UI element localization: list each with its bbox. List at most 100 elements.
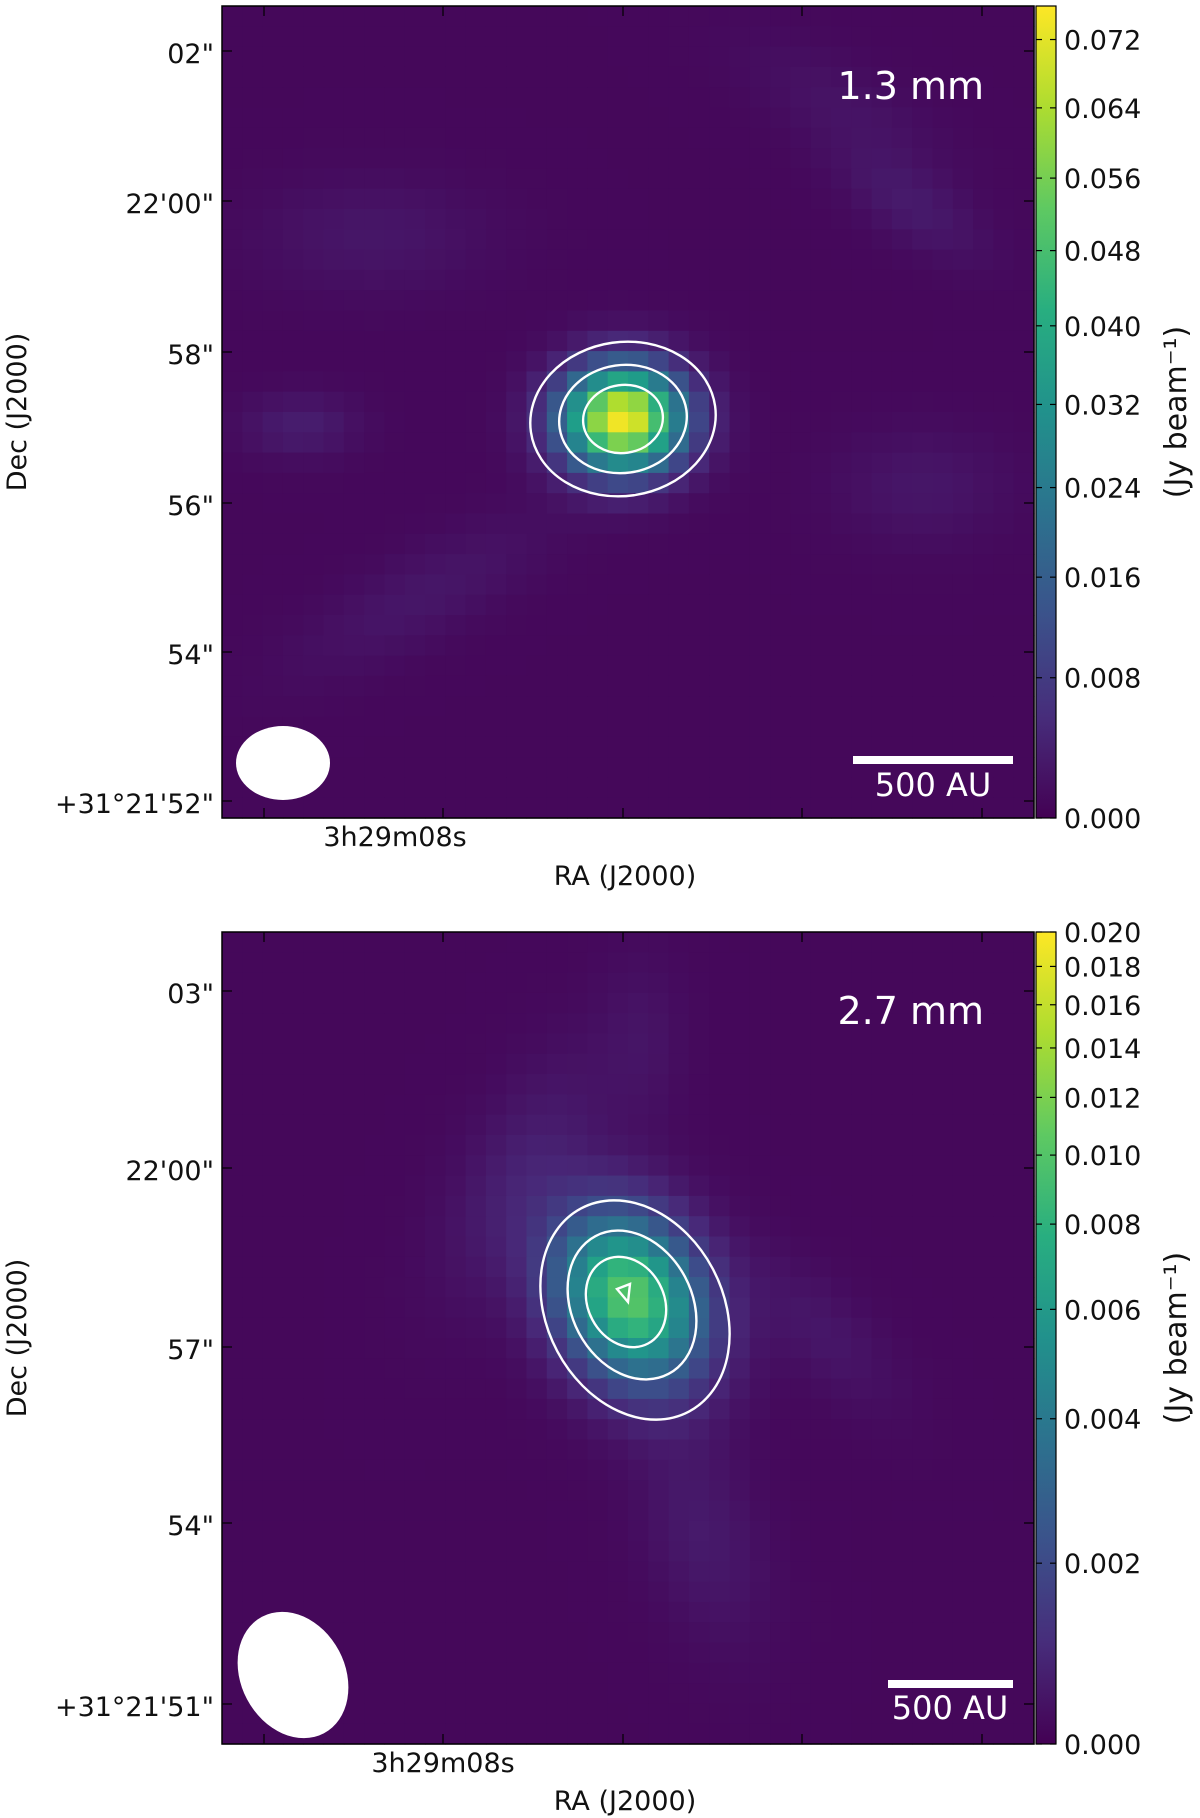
image-pixel [628, 1155, 649, 1177]
image-pixel [810, 168, 832, 190]
image-pixel [445, 1439, 467, 1461]
image-pixel [790, 1236, 812, 1258]
image-pixel [749, 1033, 771, 1055]
image-pixel [851, 777, 873, 799]
image-pixel [668, 1601, 690, 1623]
image-pixel [384, 6, 406, 27]
image-pixel [546, 412, 568, 433]
image-pixel [770, 615, 791, 636]
image-pixel [729, 46, 751, 68]
image-pixel [973, 1378, 994, 1400]
image-pixel [668, 594, 690, 616]
image-pixel [222, 452, 243, 474]
image-pixel [384, 107, 406, 129]
image-pixel [993, 1642, 1015, 1664]
image-pixel [526, 736, 548, 758]
image-pixel [384, 1338, 406, 1359]
image-pixel [831, 148, 852, 169]
image-pixel [546, 1013, 568, 1035]
image-pixel [770, 554, 791, 575]
image-pixel [993, 533, 1015, 555]
image-pixel [851, 716, 873, 738]
image-pixel [729, 1135, 751, 1156]
image-pixel [567, 696, 588, 718]
image-pixel [425, 777, 446, 799]
image-pixel [445, 188, 467, 210]
image-pixel [425, 1703, 446, 1725]
image-pixel [628, 188, 649, 210]
image-pixel [485, 1541, 507, 1562]
image-pixel [851, 972, 873, 994]
image-pixel [871, 1622, 893, 1644]
image-pixel [831, 932, 852, 953]
image-pixel [628, 371, 649, 393]
image-pixel [425, 1561, 446, 1583]
image-pixel [546, 1480, 568, 1501]
image-pixel [709, 615, 731, 636]
image-pixel [506, 1480, 528, 1501]
image-pixel [364, 310, 385, 332]
image-pixel [282, 371, 304, 393]
image-pixel [851, 1723, 873, 1745]
image-pixel [628, 655, 649, 677]
image-pixel [871, 635, 893, 657]
image-pixel [343, 1480, 365, 1501]
image-pixel [303, 229, 325, 251]
image-pixel [222, 1338, 243, 1359]
image-pixel [567, 452, 588, 474]
image-pixel [506, 757, 528, 778]
image-pixel [506, 1256, 528, 1278]
image-pixel [709, 594, 731, 616]
image-pixel [770, 1703, 791, 1725]
image-pixel [607, 46, 629, 68]
image-pixel [628, 6, 649, 27]
image-pixel [973, 1074, 994, 1095]
image-pixel [973, 472, 994, 494]
image-pixel [242, 513, 264, 535]
image-pixel [871, 615, 893, 636]
image-pixel [851, 655, 873, 677]
image-pixel [323, 1135, 345, 1156]
image-pixel [790, 635, 812, 657]
panel-2: 2.7 mm 500 AU 03" 22'00" 57" 54" +31°21'… [2, 918, 1194, 1817]
image-pixel [567, 330, 588, 352]
image-pixel [506, 1561, 528, 1583]
image-pixel [465, 1419, 487, 1441]
image-pixel [587, 168, 609, 190]
image-pixel [222, 1277, 243, 1298]
image-pixel [688, 229, 710, 251]
colorbar-tick-label: 0.064 [1064, 94, 1141, 125]
image-pixel [749, 1317, 771, 1339]
image-pixel [932, 1317, 954, 1339]
image-pixel [262, 533, 284, 555]
image-pixel [222, 1541, 243, 1562]
image-pixel [628, 1520, 649, 1542]
image-pixel [222, 777, 243, 799]
image-pixel [364, 1723, 385, 1745]
image-pixel [323, 1256, 345, 1278]
image-pixel [993, 87, 1015, 109]
image-pixel [1013, 290, 1035, 312]
image-pixel [384, 412, 406, 433]
colorbar-tick-label: 0.000 [1064, 804, 1141, 835]
image-pixel [749, 1297, 771, 1319]
image-pixel [425, 615, 446, 636]
image-pixel [749, 1439, 771, 1461]
image-pixel [688, 6, 710, 27]
image-pixel [485, 635, 507, 657]
image-pixel [648, 26, 670, 48]
image-pixel [810, 1419, 832, 1441]
image-pixel [993, 1500, 1015, 1522]
image-pixel [445, 46, 467, 68]
image-pixel [343, 188, 365, 210]
image-pixel [242, 432, 264, 454]
image-pixel [303, 1500, 325, 1522]
image-pixel [790, 472, 812, 494]
image-pixel [952, 1053, 974, 1075]
image-pixel [323, 269, 345, 291]
image-pixel [770, 932, 791, 953]
panel-2-ytick-label: 03" [167, 979, 214, 1010]
image-pixel [790, 1033, 812, 1055]
image-pixel [932, 615, 954, 636]
image-pixel [648, 412, 670, 433]
